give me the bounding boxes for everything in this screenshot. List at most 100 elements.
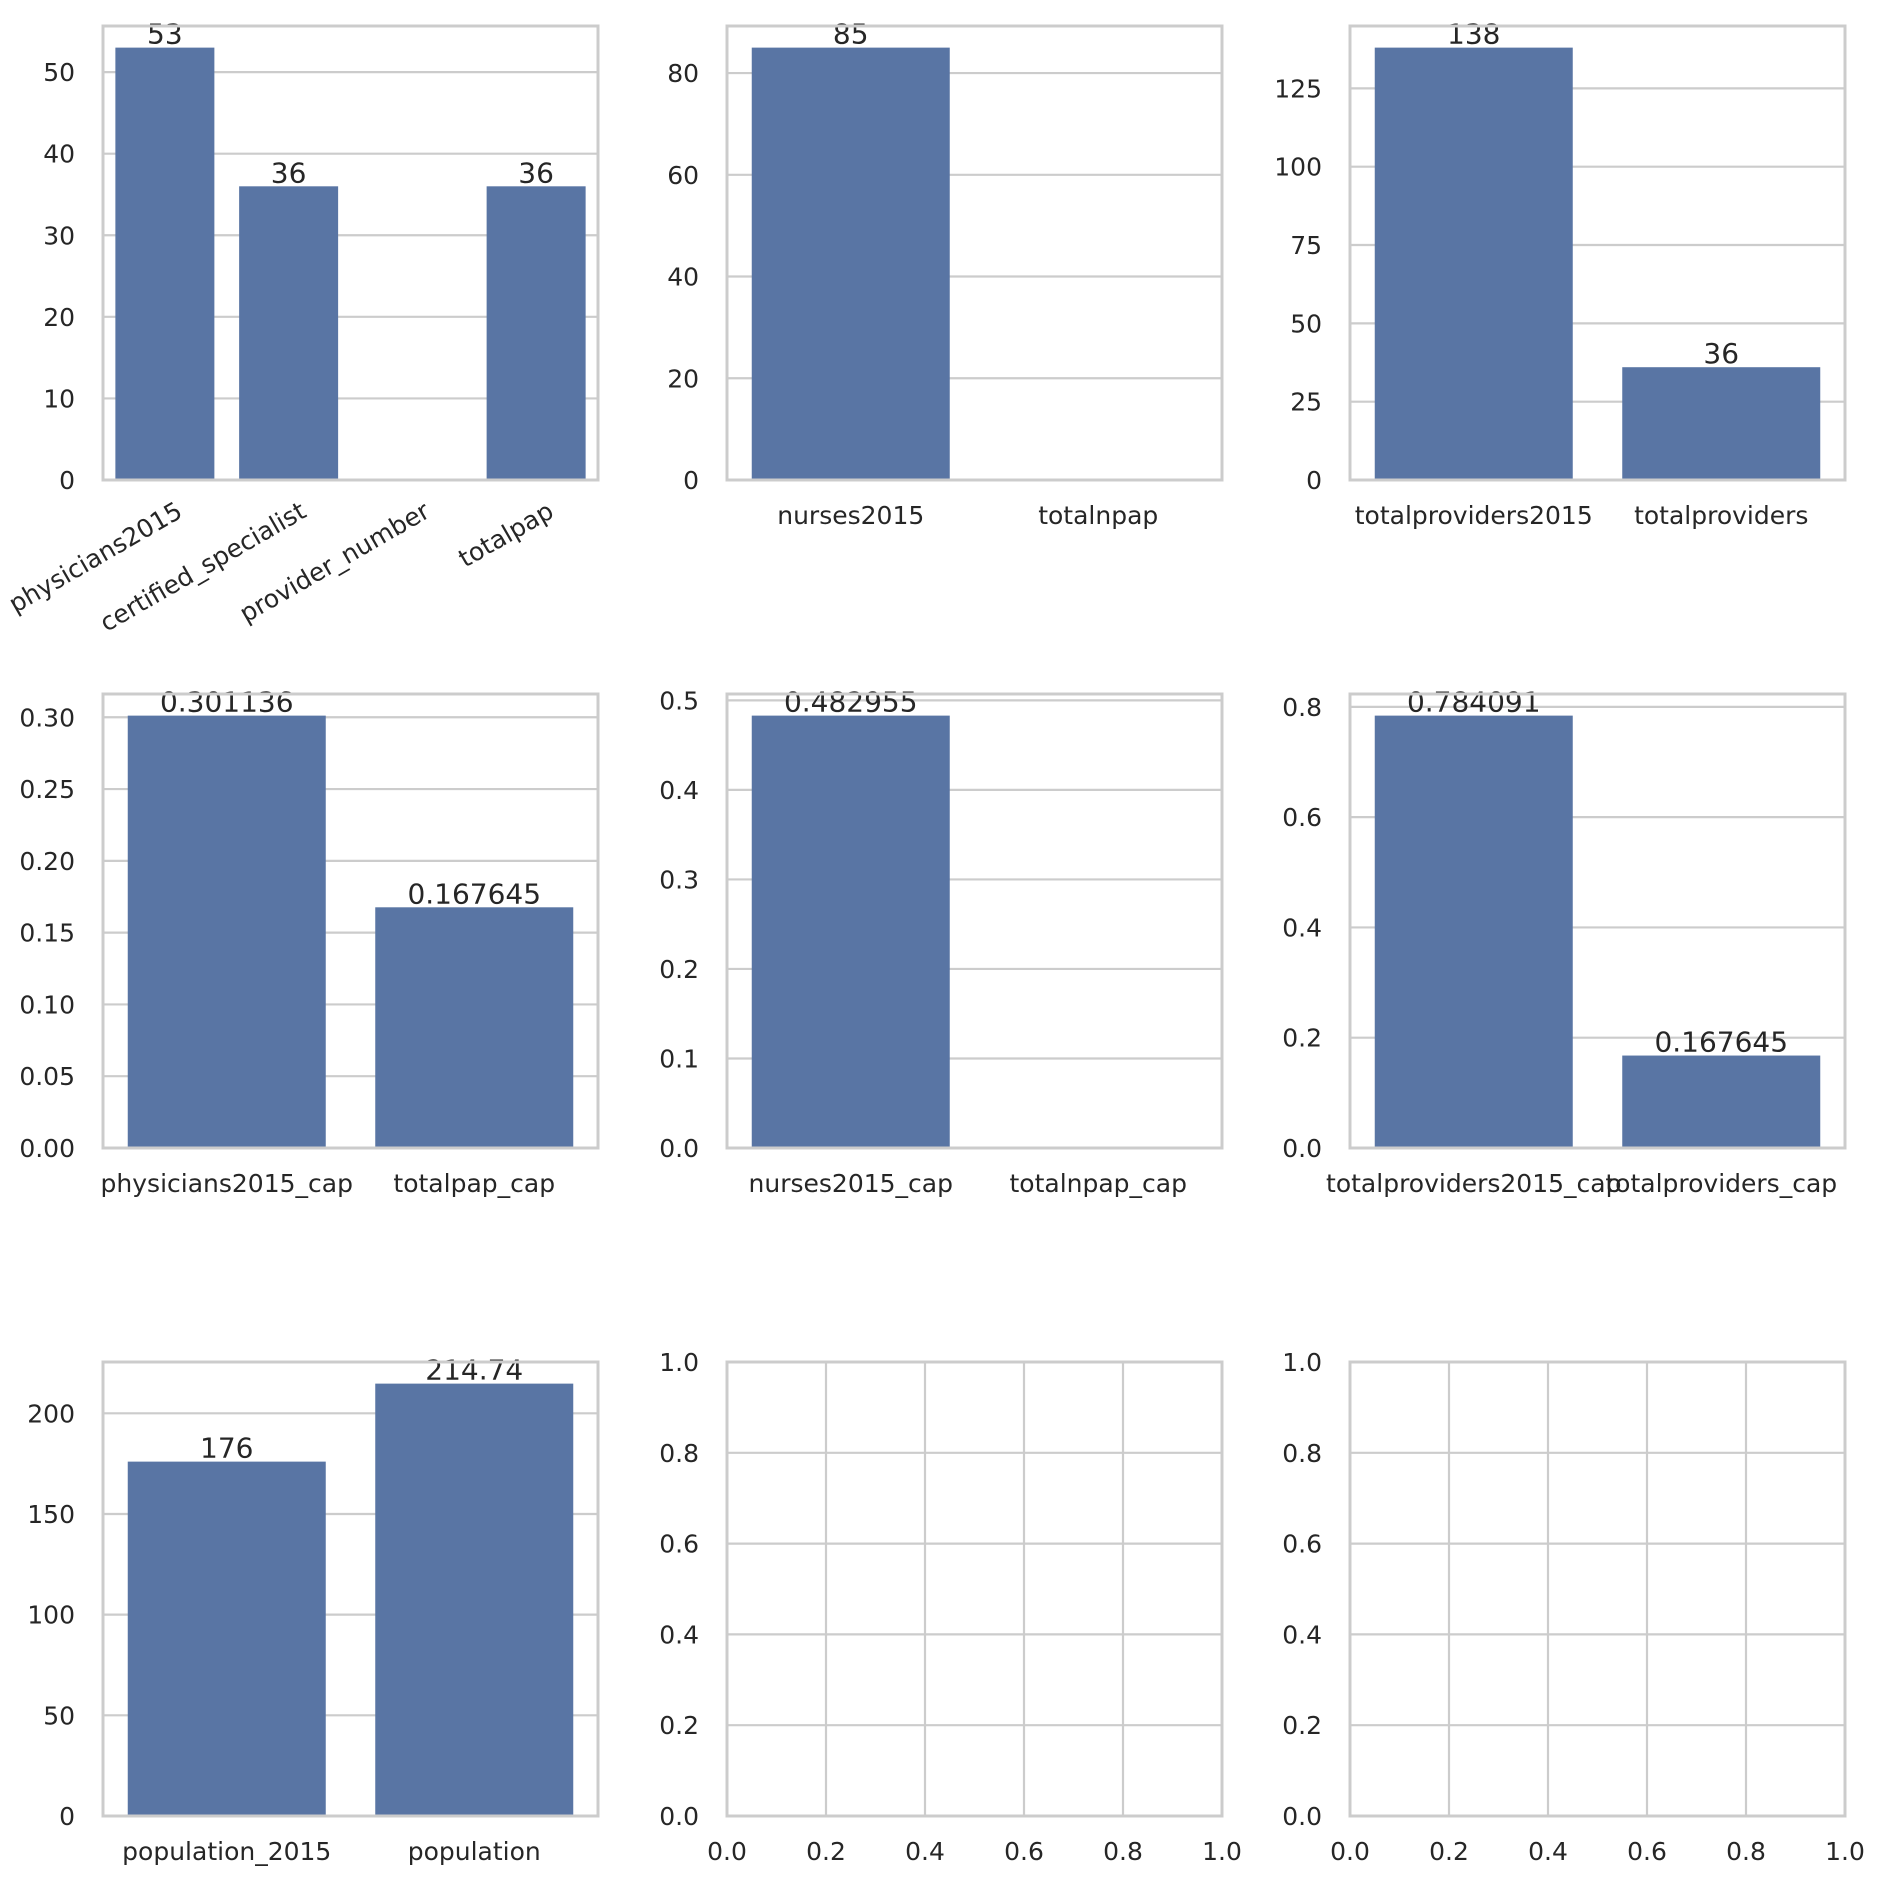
y-tick-label: 0 [1306,466,1322,495]
chart-panel-9: 0.0 0.2 0.4 0.6 0.8 1.0 0.0 0.2 0.4 0.6 0.8 1.0 [1282,1348,1865,1866]
x-tick-label: nurses2015 [777,501,924,530]
y-tick-label: 0.15 [19,919,75,948]
y-tick-label: 0.6 [1282,803,1322,832]
y-tick-label: 0.5 [659,686,699,715]
y-tick-label: 20 [667,364,699,393]
axes-frame [101,1360,600,1818]
x-tick-label: totalpap_cap [393,1169,555,1198]
x-tick-label: totalproviders [1634,501,1808,530]
x-tick-label: 0.2 [1429,1837,1469,1866]
y-tick-label: 0 [59,466,75,495]
y-tick-label: 0 [59,1802,75,1831]
chart-panel-4: 0.301136 physicians2015_cap 0.167645 totalp… [19,686,600,1198]
y-tick-label: 40 [667,263,699,292]
data-label: 214.74 [425,1354,523,1387]
x-tick-label: population [408,1837,541,1866]
y-tick-label: 0.3 [659,865,699,894]
x-tick-label: totalproviders2015_cap [1326,1169,1621,1198]
data-label: 53 [147,18,183,51]
data-label: 36 [1703,337,1739,370]
x-tick-label: 0.8 [1103,1837,1143,1866]
y-tick-label: 40 [43,140,75,169]
y-tick-label: 0.0 [1282,1802,1322,1831]
bar [239,186,339,480]
x-tick-label: 1.0 [1202,1837,1242,1866]
axes-frame [1348,24,1847,482]
bar [486,186,586,480]
y-tick-label: 0.2 [1282,1024,1322,1053]
y-tick-label: 0.4 [1282,1620,1322,1649]
y-tick-label: 0.2 [1282,1711,1322,1740]
x-tick-label: physicians2015_cap [101,1169,353,1198]
y-tick-label: 20 [43,303,75,332]
y-tick-label: 100 [1274,153,1322,182]
y-tick-label: 80 [667,59,699,88]
x-tick-label: 0.4 [1528,1837,1568,1866]
x-tick-label: population_2015 [122,1837,331,1866]
y-tick-label: 0.05 [19,1062,75,1091]
axes-frame [725,1360,1224,1818]
y-tick-label: 10 [43,384,75,413]
bar [1622,367,1821,480]
axes-frame [725,692,1224,1150]
y-tick-label: 0.2 [659,955,699,984]
x-tick-label: 0.2 [806,1837,846,1866]
y-tick-label: 50 [43,58,75,87]
chart-panel-2: 85 nurses2015 totalnpap 0 20 40 60 80 [667,18,1224,530]
y-tick-label: 0.25 [19,775,75,804]
x-tick-label: 0.6 [1627,1837,1667,1866]
y-tick-label: 50 [1290,309,1322,338]
x-tick-label: 0.0 [707,1837,747,1866]
bar [1622,1055,1821,1148]
axes-frame [1348,692,1847,1150]
data-label: 85 [833,18,869,51]
y-tick-label: 0.0 [659,1134,699,1163]
y-tick-label: 25 [1290,388,1322,417]
x-tick-label: totalproviders2015 [1355,501,1593,530]
x-tick-label: totalproviders_cap [1605,1169,1837,1198]
y-tick-label: 0.1 [659,1044,699,1073]
x-tick-label: 0.6 [1004,1837,1044,1866]
data-label: 0.167645 [407,877,541,910]
data-label: 36 [271,156,307,189]
x-tick-label: totalnpap_cap [1009,1169,1187,1198]
y-tick-label: 125 [1274,74,1322,103]
data-label: 0.482955 [784,686,918,719]
y-tick-label: 0.6 [659,1530,699,1559]
y-tick-label: 200 [27,1399,75,1428]
y-tick-label: 0.10 [19,990,75,1019]
axes-frame [1348,1360,1847,1818]
x-tick-label: 0.4 [905,1837,945,1866]
bar [375,907,574,1148]
data-label: 0.167645 [1654,1026,1788,1059]
y-tick-label: 50 [43,1701,75,1730]
y-tick-label: 60 [667,161,699,190]
y-tick-label: 150 [27,1500,75,1529]
x-tick-label: totalnpap [1038,501,1158,530]
chart-panel-7: 176 population_2015 214.74 population 0 50 100… [27,1354,600,1866]
y-tick-label: 0.8 [659,1439,699,1468]
y-tick-label: 0.4 [1282,913,1322,942]
data-label: 0.301136 [160,686,294,719]
data-label: 138 [1447,18,1500,51]
bar [375,1383,574,1816]
y-tick-label: 75 [1290,231,1322,260]
y-tick-label: 0 [683,466,699,495]
y-tick-label: 1.0 [659,1348,699,1377]
x-tick-label: 1.0 [1825,1837,1865,1866]
axes-frame [101,692,600,1150]
data-label: 176 [200,1432,253,1465]
y-tick-label: 100 [27,1601,75,1630]
y-tick-label: 0.0 [1282,1134,1322,1163]
y-tick-label: 30 [43,221,75,250]
y-tick-label: 0.0 [659,1802,699,1831]
bar [751,47,950,480]
x-tick-label: totalpap [454,496,559,573]
y-tick-label: 0.6 [1282,1530,1322,1559]
bar [1374,715,1573,1148]
chart-panel-1: 53physicians201536certified_specialistpr… [4,18,600,637]
y-tick-label: 0.8 [1282,693,1322,722]
x-tick-label: 0.8 [1726,1837,1766,1866]
data-label: 0.784091 [1407,686,1541,719]
